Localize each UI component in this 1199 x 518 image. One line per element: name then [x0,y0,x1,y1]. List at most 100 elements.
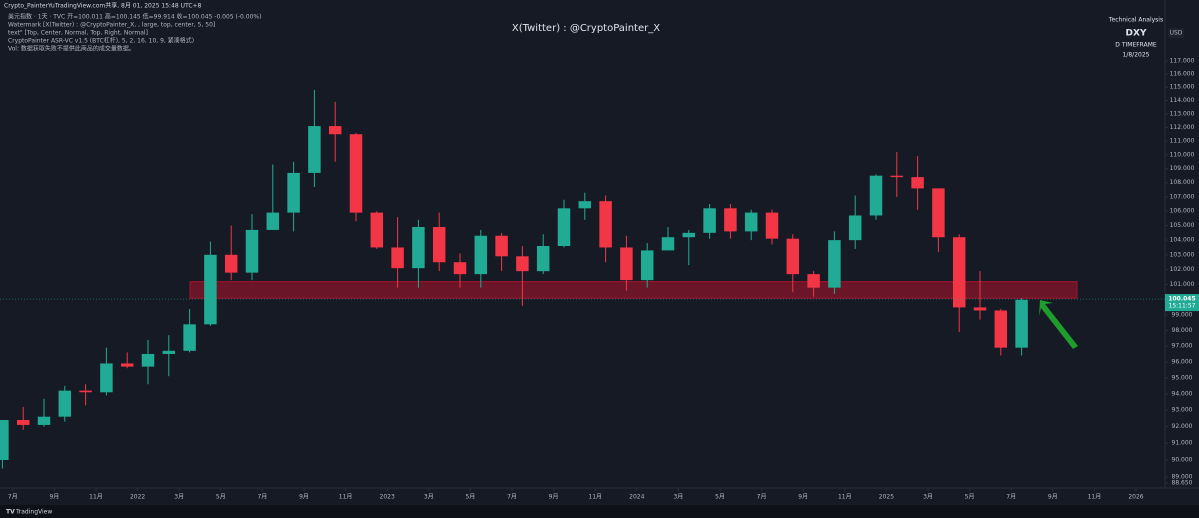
candle-body [120,363,134,367]
y-tick-label: 98.000 [1172,327,1193,334]
candle-body [703,208,716,233]
countdown: 15:11:57 [1169,303,1196,310]
candle-body [453,262,467,275]
x-tick-label: 7月 [257,494,267,501]
x-tick-label: 11月 [838,494,852,501]
candle-body [370,212,384,248]
y-tick-label: 91.000 [1172,440,1193,447]
candle-body [224,254,238,273]
y-tick-label: 103.000 [1170,251,1195,258]
candle-body [495,235,508,257]
currency: USD [1170,30,1183,37]
info-timeframe: D TIMEFRAME [1115,42,1157,49]
y-tick-label: 97.000 [1172,343,1193,350]
candle-body [308,126,321,173]
x-tick-label: 11月 [89,494,103,501]
legend-line: CryptoPainter ASR-VC v1.5 (BTC杠杆), 5, 2,… [8,37,194,45]
candle-body [828,240,841,288]
candle-body [578,201,592,209]
candle-body [890,175,904,178]
info-title: Technical Analysis [1108,17,1163,24]
y-tick-label: 101.000 [1170,281,1195,288]
footer-bar [0,505,1199,518]
candle-body [765,212,779,239]
y-tick-label: 95.000 [1172,374,1193,381]
x-tick-label: 11月 [588,494,602,501]
x-tick-label: 11月 [1088,494,1102,501]
candle-body [848,215,862,241]
watermark: X(Twitter) : @CryptoPainter_X [512,23,660,34]
x-tick-label: 2023 [380,494,395,501]
candle-body [516,256,529,272]
info-date: 1/8/2025 [1123,52,1150,59]
x-tick-label: 9月 [299,494,309,501]
y-tick-label: 93.000 [1172,407,1193,414]
candle-body [58,390,72,417]
candle-body [266,212,280,230]
x-tick-label: 9月 [798,494,808,501]
x-tick-label: 3月 [673,494,683,501]
candle-body [536,245,550,272]
legend-line: 美元指数 · 1天 · TVC 开=100.011 高=100.145 低=99… [8,13,261,21]
x-tick-label: 7月 [8,494,18,501]
x-tick-label: 2026 [1128,494,1143,501]
y-tick-label: 113.000 [1170,110,1195,117]
candle-body [557,208,571,246]
y-tick-label: 115.000 [1170,84,1195,91]
candle-body [16,419,30,425]
candle-body [807,274,820,288]
y-tick-label: 106.000 [1170,208,1195,215]
candle-body [952,237,966,308]
x-tick-label: 3月 [424,494,434,501]
plot [0,89,1165,469]
candle-body [932,188,945,238]
x-tick-label: 5月 [965,494,975,501]
x-tick-label: 3月 [174,494,184,501]
last-price-label: 100.045 [1168,296,1195,303]
y-tick-label: 109.000 [1170,165,1195,172]
last-price-box [1165,294,1199,312]
y-tick-label: 94.000 [1172,390,1193,397]
candle-body [245,229,259,273]
y-tick-label: 116.000 [1170,71,1195,78]
y-tick-label: 89.000 [1172,474,1193,481]
candle-body [994,310,1008,348]
y-tick-label: 92.000 [1172,423,1193,430]
candle-body [183,324,196,351]
candle-body [287,172,300,213]
brand-logo: TV [6,509,15,516]
candle-body [973,307,987,311]
y-tick-label: 105.000 [1170,222,1195,229]
x-tick-label: 5月 [715,494,725,501]
candle-body [620,247,633,281]
candle-body [79,390,92,393]
candle-body [599,201,612,248]
info-symbol: DXY [1126,29,1147,39]
legend-line: Watermark [X(Twitter) : @CryptoPainter_X… [8,22,215,29]
y-tick-label: 114.000 [1170,97,1195,104]
candle-body [349,134,363,213]
candle-body [37,416,51,425]
x-tick-label: 9月 [549,494,559,501]
candle-body [412,227,425,269]
x-tick-label: 7月 [507,494,517,501]
candle-body [141,353,155,367]
candle-body [661,237,675,251]
x-tick-label: 7月 [1006,494,1016,501]
x-tick-label: 5月 [465,494,475,501]
x-tick-label: 2025 [879,494,894,501]
y-tick-label: 107.000 [1170,193,1195,200]
x-tick-label: 7月 [757,494,767,501]
candle-body [724,208,737,232]
brand: TradingView [15,509,52,516]
candle-body [1015,299,1028,348]
y-tick-label: 117.000 [1170,58,1195,65]
candle-body [911,177,924,189]
candle-body [204,254,217,325]
arrow [1039,300,1078,349]
candle-body [100,363,113,393]
candle-body [682,232,696,238]
candle-body [162,350,176,354]
